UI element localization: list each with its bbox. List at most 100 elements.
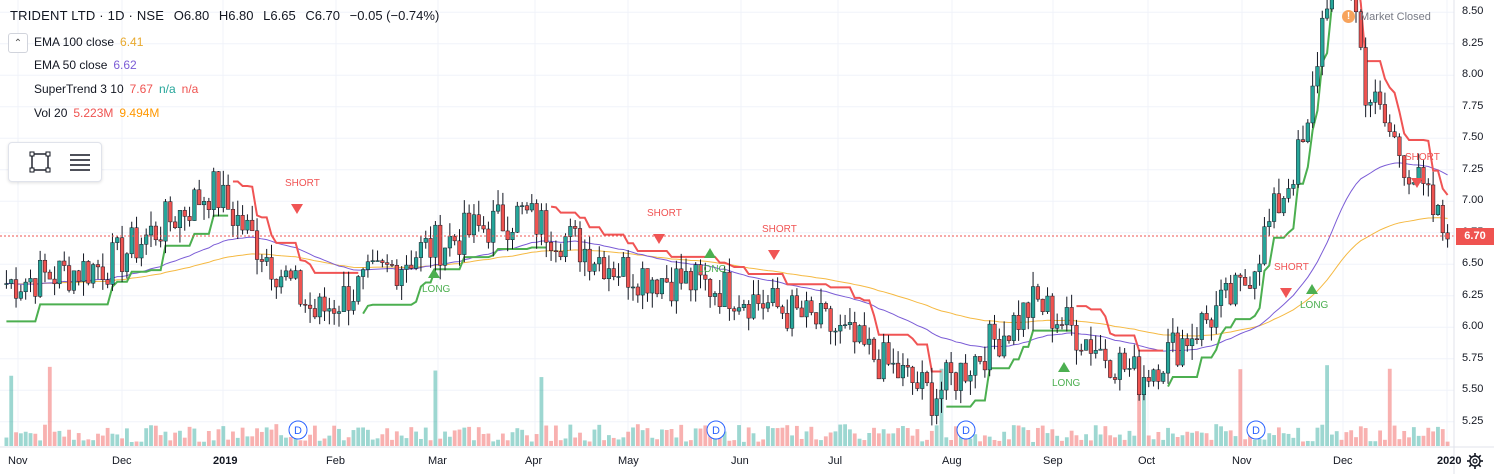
short-arrow-icon (768, 250, 780, 260)
candle-body (1161, 372, 1166, 382)
volume-bar (1436, 426, 1440, 446)
volume-bar (414, 431, 419, 446)
volume-bar (1421, 435, 1426, 446)
volume-bar (1002, 431, 1007, 446)
candle-body (544, 210, 549, 243)
volume-bar (288, 437, 293, 446)
candle-body (852, 322, 857, 343)
volume-bar (819, 440, 823, 446)
candle-body (1378, 91, 1383, 105)
volume-bar (746, 427, 751, 446)
time-tick-label: Aug (942, 455, 962, 467)
volume-bar (312, 425, 317, 446)
indicator-supertrend[interactable]: SuperTrend 3 10 7.67 n/a n/a (34, 82, 198, 96)
candle-body (192, 189, 197, 221)
volume-bar (934, 425, 939, 446)
candle-body (216, 171, 221, 209)
volume-bar (1026, 430, 1031, 446)
symbol-title[interactable]: TRIDENT LTD · 1D · NSE (10, 8, 165, 23)
dividend-marker-label: D (712, 425, 720, 437)
volume-bar (1074, 435, 1079, 446)
volume-bar (679, 424, 684, 446)
volume-bar (1079, 439, 1084, 446)
market-status-text: Market Closed (1360, 10, 1431, 23)
candle-body (1146, 377, 1151, 382)
indicator-value: 7.67 (129, 82, 153, 96)
candle-body (703, 274, 708, 280)
candle-body (611, 268, 616, 277)
candle-body (1228, 282, 1233, 305)
indicator-volume[interactable]: Vol 20 5.223M 9.494M (34, 106, 159, 120)
volume-bar (775, 428, 780, 446)
dividend-marker-icon[interactable] (956, 420, 976, 440)
candle-body (351, 301, 356, 311)
candle-body (389, 264, 395, 266)
volume-bar (322, 438, 327, 446)
candle-body (356, 276, 361, 302)
volume-bar (366, 429, 370, 446)
volume-bar (149, 425, 153, 446)
volume-bar (105, 427, 110, 446)
price-tick-label: 8.00 (1462, 68, 1484, 81)
volume-bar (1296, 427, 1301, 446)
volume-bar (1286, 433, 1291, 446)
volume-bar (428, 440, 433, 446)
market-status[interactable]: ! Market Closed (1342, 10, 1431, 23)
dividend-marker-icon[interactable] (706, 420, 726, 440)
volume-bar (1007, 439, 1011, 446)
volume-bar (390, 439, 394, 446)
drawing-toolbox (8, 142, 102, 182)
change-value: −0.05 (−0.74%) (349, 8, 440, 23)
indicator-ema50[interactable]: EMA 50 close 6.62 (34, 58, 137, 72)
volume-bar (703, 425, 708, 446)
candle-body (240, 215, 245, 231)
volume-bar (187, 426, 192, 446)
dividend-marker-icon[interactable] (1246, 420, 1266, 440)
rectangle-tool-icon[interactable] (27, 149, 53, 175)
candle-body (1238, 274, 1243, 278)
candle-body (1026, 302, 1031, 318)
volume-bar (486, 433, 491, 446)
candle-body (992, 323, 997, 340)
volume-bar (1098, 434, 1103, 446)
candle-body (134, 227, 139, 259)
volume-bar (1291, 437, 1296, 446)
volume-bar (76, 433, 81, 446)
candle-body (693, 264, 698, 291)
volume-bar (346, 437, 351, 446)
candle-body (1315, 66, 1320, 87)
volume-bar (86, 439, 91, 446)
volume-bar (1175, 437, 1180, 446)
candle-body (467, 212, 472, 236)
candle-body (95, 264, 101, 268)
indicator-label: Vol 20 (34, 106, 68, 120)
collapse-legend-button[interactable]: ⌃ (8, 33, 28, 53)
volume-bar (38, 440, 43, 446)
candle-body (582, 248, 587, 263)
candle-body (1435, 205, 1441, 215)
dividend-marker-icon[interactable] (288, 420, 308, 440)
candle-body (100, 266, 105, 280)
candle-body (1247, 285, 1253, 289)
volume-bar (660, 429, 664, 446)
candle-body (896, 362, 901, 379)
volume-bar (1089, 440, 1093, 446)
volume-bar (385, 428, 390, 446)
indicator-ema100[interactable]: EMA 100 close 6.41 (34, 35, 143, 49)
volume-bar (1040, 425, 1045, 446)
volume-bar (1209, 439, 1214, 446)
candle-body (804, 300, 809, 318)
volume-bar (1142, 379, 1146, 446)
lines-tool-icon[interactable] (67, 149, 93, 175)
candle-body (924, 372, 930, 384)
gear-icon[interactable] (1466, 452, 1484, 470)
volume-bar (327, 435, 332, 446)
candle-body (250, 219, 255, 232)
candle-body (780, 306, 785, 314)
volume-bar (1344, 432, 1349, 446)
candle-body (1117, 352, 1122, 380)
volume-bar (1301, 441, 1305, 446)
candle-body (520, 205, 525, 207)
volume-bar (794, 425, 799, 446)
